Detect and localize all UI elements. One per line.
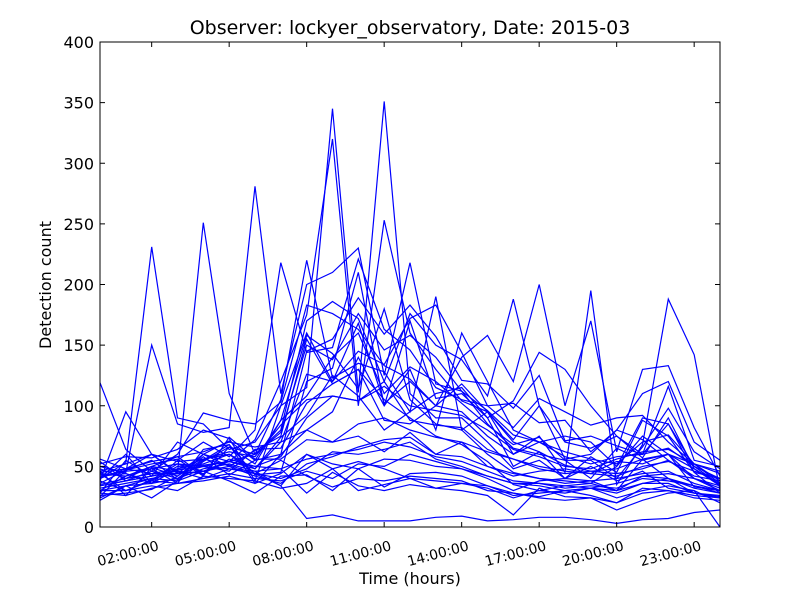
series-line-4 [99, 101, 721, 480]
series-line-23 [99, 436, 721, 492]
series-line-30 [99, 417, 721, 475]
series-line-32 [99, 380, 721, 480]
y-tick-label: 100 [63, 397, 94, 416]
y-tick-label: 350 [63, 94, 94, 113]
y-tick-label: 50 [74, 457, 94, 476]
y-axis: 0 50 100 150 200 250 300 350 400 [63, 33, 720, 537]
series-line-24 [99, 458, 721, 528]
y-tick-label: 200 [63, 276, 94, 295]
series-line-26 [99, 441, 721, 489]
series-line-11 [99, 304, 721, 484]
series-layer [99, 101, 721, 528]
y-tick-label: 0 [84, 518, 94, 537]
y-tick-label: 250 [63, 215, 94, 234]
series-line-29 [99, 453, 721, 504]
series-line-14 [99, 257, 721, 485]
series-line-28 [99, 385, 721, 472]
y-tick-label: 400 [63, 33, 94, 52]
y-tick-label: 150 [63, 336, 94, 355]
y-tick-label: 300 [63, 154, 94, 173]
x-axis-label: Time (hours) [358, 569, 461, 588]
series-line-31 [99, 453, 721, 494]
series-line-33 [99, 312, 721, 499]
series-line-12 [99, 296, 721, 487]
series-line-15 [99, 331, 721, 497]
series-line-13 [99, 138, 721, 487]
series-line-9 [99, 284, 721, 482]
series-line-22 [99, 441, 721, 492]
chart-title: Observer: lockyer_observatory, Date: 201… [190, 17, 631, 39]
y-axis-label: Detection count [36, 221, 55, 349]
